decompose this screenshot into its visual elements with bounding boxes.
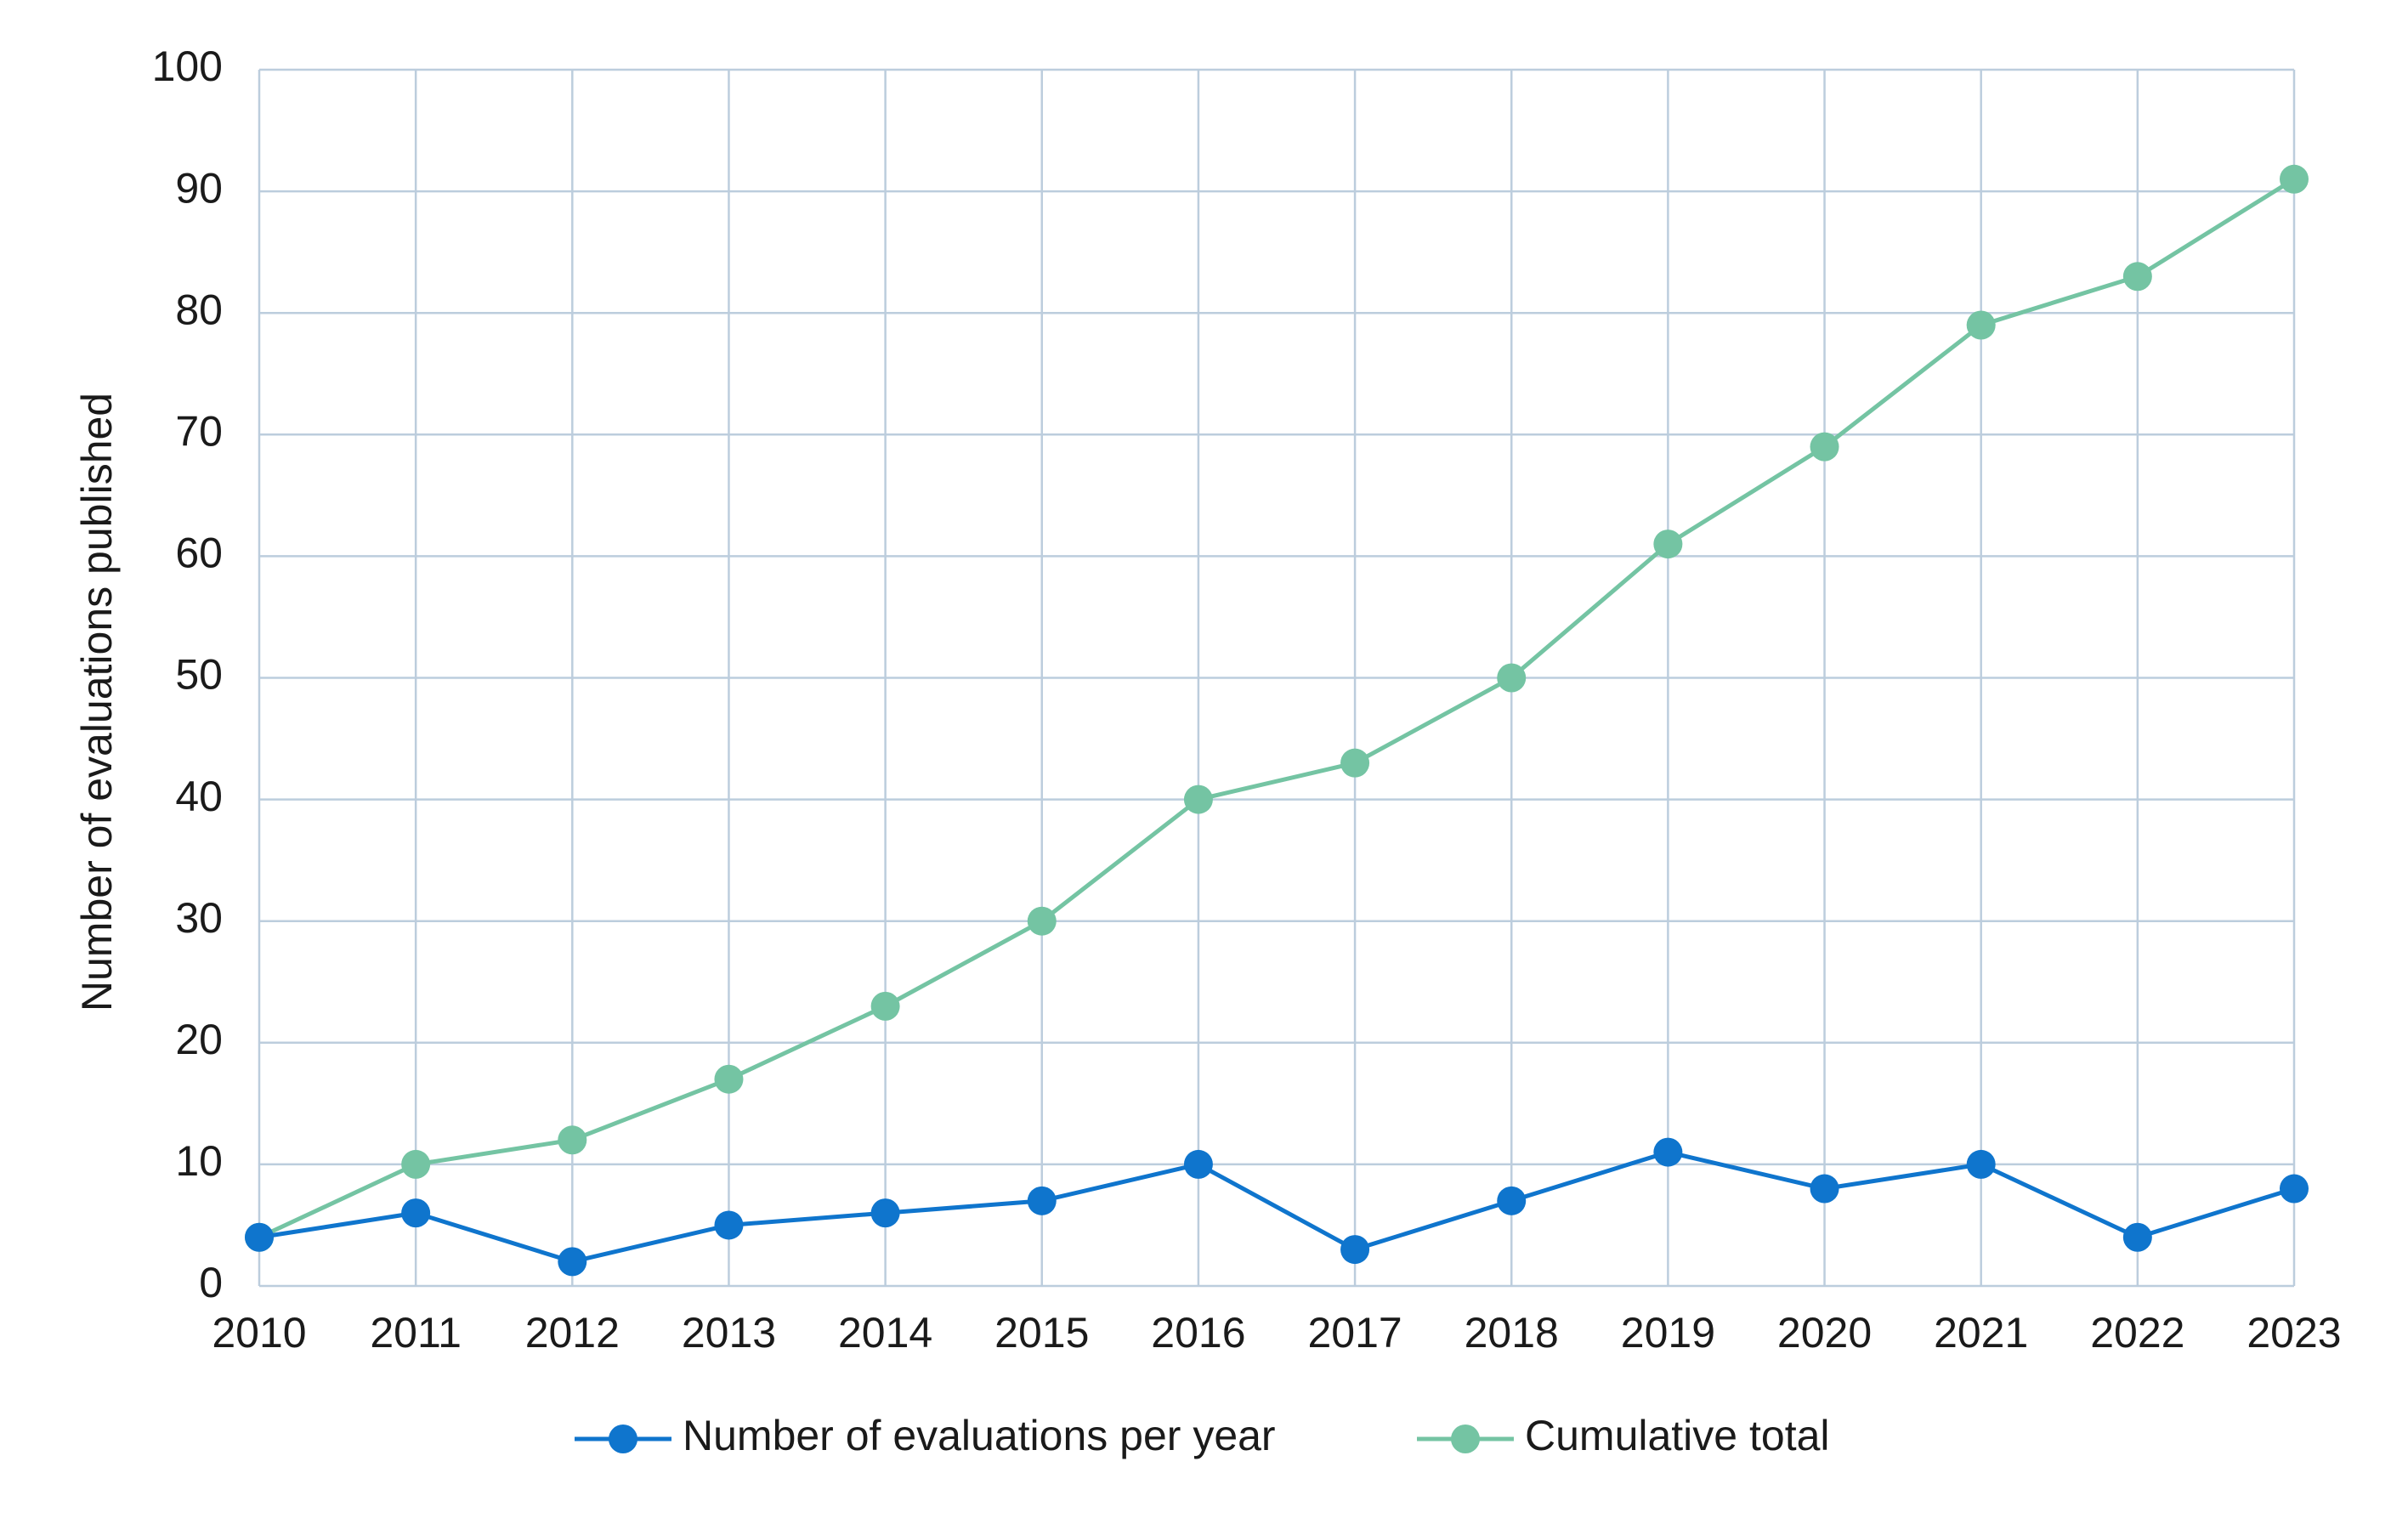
- data-point: [558, 1125, 587, 1155]
- x-tick-label: 2019: [1621, 1309, 1715, 1357]
- data-point: [558, 1247, 587, 1277]
- y-tick-label: 90: [175, 164, 223, 212]
- data-point: [870, 991, 900, 1021]
- data-point: [1810, 1174, 1839, 1204]
- legend-label: Cumulative total: [1525, 1412, 1830, 1459]
- data-point: [401, 1149, 431, 1179]
- y-tick-label: 0: [199, 1259, 223, 1306]
- y-tick-label: 70: [175, 408, 223, 456]
- y-tick-label: 40: [175, 773, 223, 820]
- x-tick-label: 2014: [838, 1309, 932, 1357]
- data-point: [1810, 432, 1839, 462]
- legend-label: Number of evaluations per year: [683, 1412, 1276, 1459]
- y-tick-label: 20: [175, 1016, 223, 1063]
- y-tick-label: 50: [175, 651, 223, 699]
- data-point: [1027, 906, 1057, 936]
- data-point: [714, 1064, 744, 1094]
- legend-marker: [609, 1425, 637, 1453]
- y-tick-label: 100: [152, 42, 223, 90]
- data-point: [1340, 1235, 1370, 1265]
- data-point: [401, 1198, 431, 1228]
- y-tick-label: 30: [175, 894, 223, 942]
- data-point: [1497, 663, 1527, 693]
- data-point: [1653, 530, 1683, 559]
- y-axis-title: Number of evaluations published: [73, 393, 121, 1011]
- data-point: [1183, 784, 1213, 814]
- x-tick-label: 2012: [525, 1309, 620, 1357]
- data-point: [2122, 1222, 2152, 1252]
- data-point: [1653, 1137, 1683, 1167]
- data-point: [2280, 1174, 2309, 1204]
- x-tick-label: 2018: [1465, 1309, 1559, 1357]
- data-point: [2122, 262, 2152, 292]
- data-point: [870, 1198, 900, 1228]
- x-tick-label: 2011: [370, 1309, 462, 1357]
- data-point: [245, 1222, 274, 1252]
- data-point: [714, 1210, 744, 1240]
- data-point: [2280, 164, 2309, 194]
- x-tick-label: 2023: [2247, 1309, 2341, 1357]
- y-tick-label: 60: [175, 530, 223, 577]
- x-tick-label: 2016: [1151, 1309, 1245, 1357]
- x-tick-label: 2022: [2090, 1309, 2184, 1357]
- legend-marker: [1451, 1425, 1480, 1453]
- x-tick-label: 2021: [1934, 1309, 2028, 1357]
- y-tick-label: 10: [175, 1137, 223, 1185]
- x-tick-label: 2010: [212, 1309, 306, 1357]
- data-point: [1340, 748, 1370, 778]
- x-tick-label: 2017: [1307, 1309, 1402, 1357]
- data-point: [1027, 1186, 1057, 1215]
- data-point: [1183, 1149, 1213, 1179]
- series-line: [258, 177, 2296, 1240]
- data-point: [1966, 1149, 1996, 1179]
- data-point: [1497, 1186, 1527, 1215]
- data-point: [1966, 310, 1996, 340]
- x-tick-label: 2020: [1777, 1309, 1872, 1357]
- x-tick-label: 2013: [682, 1309, 776, 1357]
- x-tick-label: 2015: [994, 1309, 1089, 1357]
- series-line: [258, 1150, 2295, 1264]
- y-tick-label: 80: [175, 286, 223, 333]
